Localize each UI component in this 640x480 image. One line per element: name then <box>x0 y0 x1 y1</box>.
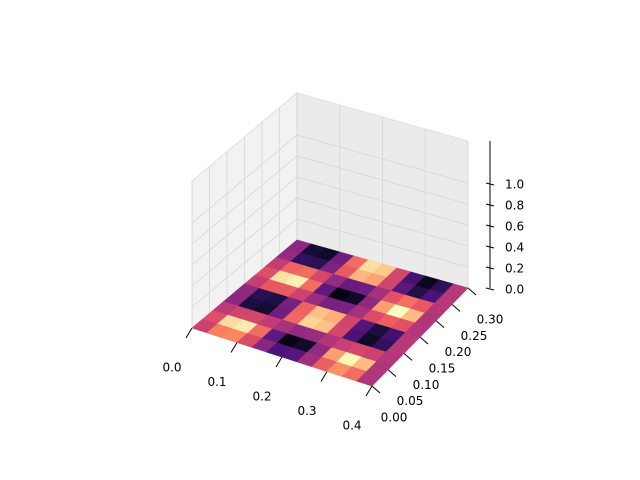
z-tick <box>485 287 495 291</box>
grid-line <box>191 134 469 224</box>
y-tick <box>451 303 461 312</box>
grid-line <box>191 155 469 245</box>
x-tick <box>320 371 328 382</box>
y-tick-label: 0.25 <box>461 329 488 343</box>
surface-cell <box>356 371 383 387</box>
grid-line <box>191 218 469 308</box>
y-tick <box>435 320 445 329</box>
x-tick-label: 0.3 <box>297 404 316 418</box>
x-tick-label: 0.0 <box>162 361 181 375</box>
y-tick <box>403 352 413 361</box>
y-tick-label: 0.10 <box>413 378 440 392</box>
y-tick <box>467 287 477 296</box>
z-tick-label: 0.4 <box>505 241 524 255</box>
z-tick-label: 1.0 <box>505 178 524 192</box>
z-tick-label: 0.0 <box>505 283 524 297</box>
x-tick <box>185 327 193 339</box>
z-tick-label: 0.2 <box>505 262 524 276</box>
x-tick <box>275 356 283 368</box>
grid-line <box>191 176 469 266</box>
x-tick <box>230 342 238 353</box>
y-tick-label: 0.00 <box>381 411 408 425</box>
y-tick-label: 0.20 <box>445 345 472 359</box>
x-tick <box>365 385 373 397</box>
y-tick <box>387 369 397 378</box>
y-tick <box>371 385 381 394</box>
z-tick-label: 0.6 <box>505 220 524 234</box>
grid-line <box>191 197 469 287</box>
x-tick-label: 0.1 <box>207 375 226 389</box>
y-tick-label: 0.05 <box>397 394 424 408</box>
x-tick-label: 0.2 <box>252 390 271 404</box>
x-tick-label: 0.4 <box>342 419 361 433</box>
z-tick-label: 0.8 <box>505 199 524 213</box>
y-tick-label: 0.15 <box>429 362 456 376</box>
y-tick <box>419 336 429 345</box>
y-tick-label: 0.30 <box>477 313 504 327</box>
